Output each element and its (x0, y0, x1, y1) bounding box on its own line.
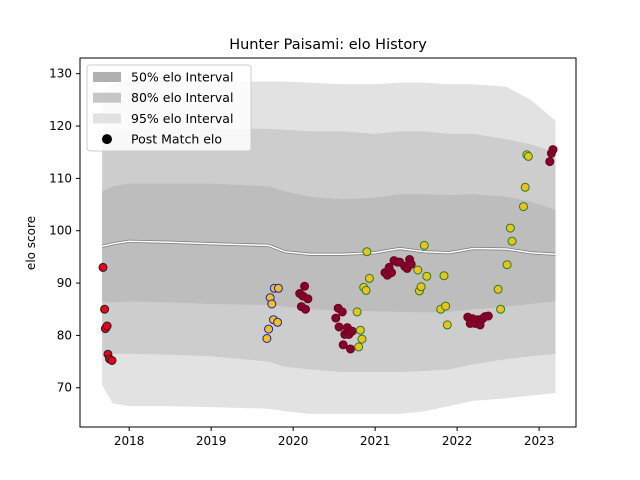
x-axis: 2018 2019 2020 2021 2022 2023 (114, 427, 554, 448)
data-point (102, 321, 112, 331)
data-point (357, 334, 367, 344)
data-point (361, 285, 371, 295)
data-point (301, 304, 310, 314)
data-point (264, 324, 274, 334)
y-axis: 70 80 90 100 110 120 130 (49, 67, 80, 395)
legend-box (86, 64, 252, 152)
data-point (355, 325, 365, 335)
x-tick-label: 2018 (114, 434, 145, 448)
data-point (273, 283, 283, 293)
data-point (483, 311, 493, 321)
legend-swatch (93, 72, 121, 82)
data-point (406, 259, 416, 269)
data-point (354, 342, 364, 352)
data-point (523, 151, 533, 161)
x-tick-label: 2019 (196, 434, 227, 448)
data-point (493, 284, 503, 294)
band-50 (102, 183, 556, 313)
data-point (98, 262, 108, 272)
data-point (442, 320, 452, 330)
data-point (352, 307, 362, 317)
data-point (338, 340, 348, 350)
data-point (439, 271, 449, 281)
chart-title: Hunter Paisami: elo History (229, 37, 427, 53)
legend-label: Post Match elo (131, 132, 222, 147)
y-axis-label: elo score (24, 216, 38, 270)
data-point (273, 317, 283, 327)
y-tick-label: 90 (57, 276, 72, 290)
data-point (519, 202, 528, 212)
data-point (416, 282, 426, 292)
data-point (100, 304, 110, 314)
data-point (262, 334, 272, 343)
data-point (502, 260, 512, 270)
median-line-group (101, 239, 556, 256)
data-point (545, 157, 555, 167)
x-tick-label: 2020 (278, 434, 309, 448)
x-tick-label: 2022 (442, 434, 473, 448)
legend-swatch (93, 92, 121, 103)
data-point (441, 301, 451, 311)
data-point (496, 304, 506, 314)
plot-area-frame (79, 57, 577, 428)
y-tick-label: 110 (49, 171, 72, 185)
data-point (362, 247, 372, 257)
data-point (505, 223, 515, 233)
data-point (507, 236, 517, 246)
y-tick-label: 130 (49, 67, 72, 81)
y-tick-label: 120 (49, 119, 72, 133)
data-point (107, 356, 117, 365)
x-tick-label: 2023 (524, 434, 555, 448)
data-point (300, 281, 310, 291)
data-point (419, 240, 429, 250)
data-point (422, 271, 432, 281)
x-tick-label: 2021 (360, 434, 391, 448)
legend: 50% elo Interval 80% elo Interval 95% elo … (86, 64, 252, 152)
legend-label: 80% elo Interval (131, 90, 233, 105)
data-point (520, 182, 530, 192)
data-point (346, 344, 355, 354)
post-match-points (98, 145, 558, 365)
y-tick-label: 100 (49, 224, 72, 238)
legend-label: 95% elo Interval (131, 111, 233, 126)
data-point (387, 268, 396, 278)
legend-marker (102, 134, 112, 145)
data-point (413, 265, 423, 275)
data-point (331, 313, 341, 323)
data-point (334, 322, 344, 332)
data-point (337, 307, 347, 317)
y-tick-label: 70 (57, 381, 72, 395)
data-point (364, 273, 374, 283)
legend-swatch (93, 113, 121, 124)
data-point (267, 299, 277, 309)
data-point (347, 326, 357, 336)
data-point (303, 294, 313, 304)
y-tick-label: 80 (57, 328, 72, 342)
median-line (101, 240, 556, 256)
data-point (548, 145, 558, 155)
legend-label: 50% elo Interval (131, 70, 233, 85)
